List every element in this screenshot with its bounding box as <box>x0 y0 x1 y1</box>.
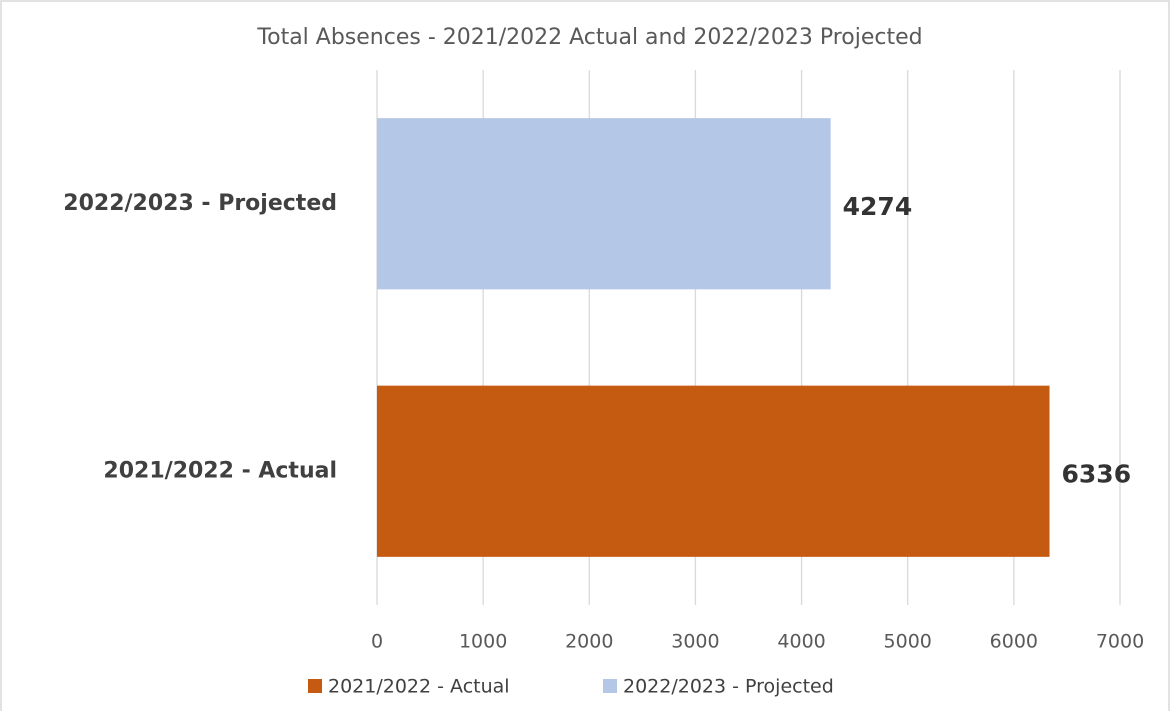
bar <box>377 118 831 290</box>
data-label: 4274 <box>843 192 913 221</box>
x-tick-label: 2000 <box>565 631 613 653</box>
x-tick-label: 1000 <box>459 631 507 653</box>
x-tick-label: 7000 <box>1096 631 1144 653</box>
x-tick-label: 4000 <box>777 631 825 653</box>
legend-label: 2022/2023 - Projected <box>623 676 834 698</box>
data-label: 6336 <box>1062 459 1132 488</box>
x-tick-label: 3000 <box>671 631 719 653</box>
x-tick-label: 0 <box>371 631 383 653</box>
bar <box>377 385 1050 557</box>
legend-label: 2021/2022 - Actual <box>328 676 510 698</box>
legend-swatch <box>308 679 322 693</box>
legend-swatch <box>603 679 617 693</box>
chart-title: Total Absences - 2021/2022 Actual and 20… <box>256 25 922 50</box>
y-tick-label: 2021/2022 - Actual <box>103 458 337 483</box>
x-tick-label: 6000 <box>990 631 1038 653</box>
y-tick-label: 2022/2023 - Projected <box>63 191 337 216</box>
x-tick-label: 5000 <box>884 631 932 653</box>
